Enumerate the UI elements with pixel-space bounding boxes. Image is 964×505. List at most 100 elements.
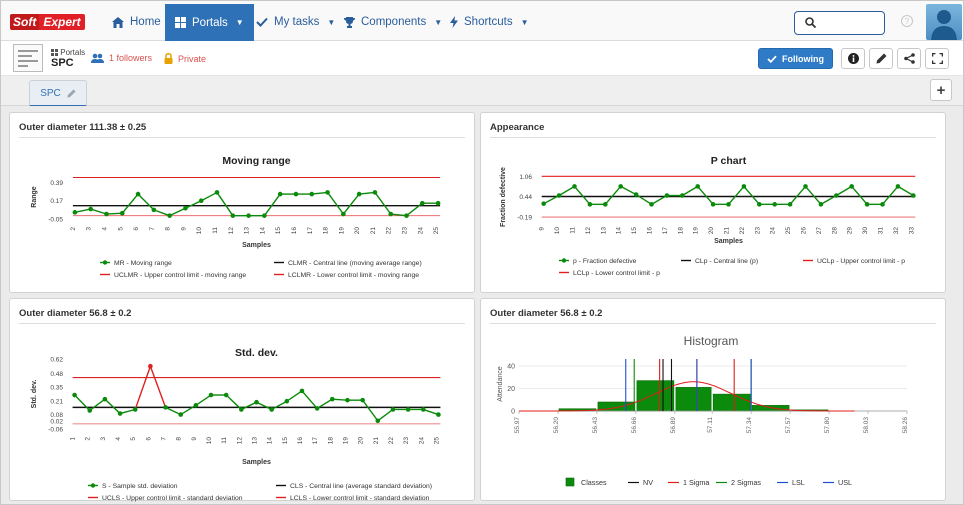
series-segment [169,207,186,217]
pencil-icon [876,53,886,64]
y-axis-label: Attendance [497,366,504,402]
legend-label: LCLp - Lower control limit - p [573,270,660,277]
series-segment [316,398,333,410]
x-tick-label: 3 [86,227,93,231]
series-segment [377,408,394,422]
data-point [314,406,320,411]
legend-label: NV [643,478,653,487]
share-button[interactable] [897,48,921,69]
x-tick-label: 11 [570,227,577,234]
fullscreen-button[interactable] [925,48,949,69]
nav-components[interactable]: Components ▼ [344,4,442,40]
x-tick-label: 5 [130,437,137,441]
data-point [178,412,183,417]
search-input[interactable] [794,11,885,35]
tab-spc[interactable]: SPC [29,80,87,107]
nav-my-tasks[interactable]: My tasks ▼ [256,4,335,40]
data-point [375,418,381,424]
y-tick-label: 0.62 [50,357,63,364]
x-tick-label: 14 [267,437,274,445]
x-tick-label: 22 [388,437,395,445]
series-segment [301,390,318,409]
check-icon [256,17,268,27]
y-tick-label: -0.06 [48,427,63,434]
x-tick-label: 18 [677,227,684,235]
data-point [72,210,78,215]
following-button[interactable]: Following [758,48,833,69]
x-tick-label: 13 [244,227,251,235]
data-point [405,407,411,412]
y-tick-label: -0.05 [48,217,63,224]
data-point [435,200,441,206]
data-point [148,363,153,369]
followers-link[interactable]: 1 followers [91,53,152,63]
x-tick-label: 1 [70,437,77,441]
x-tick-label: 57.34 [746,417,753,434]
series-segment [804,185,822,205]
legend-marker [90,483,96,488]
x-tick-label: 21 [724,227,731,235]
series-segment [271,400,288,411]
nav-home[interactable]: Home [112,4,161,40]
series-segment [134,365,152,410]
info-button[interactable] [841,48,865,69]
x-tick-label: 2 [70,227,77,231]
data-point [345,397,350,403]
data-point [695,184,700,189]
legend-label: p - Fraction defective [573,258,637,265]
user-avatar[interactable] [926,4,962,40]
softexpert-logo[interactable]: Soft Expert [10,13,85,31]
data-point [849,184,854,189]
data-point [404,213,409,218]
x-tick-label: 8 [165,227,172,231]
nav-portals[interactable]: Portals ▼ [165,4,254,41]
divider [490,137,936,138]
series-segment [789,185,807,205]
nav-shortcuts[interactable]: Shortcuts ▼ [450,4,529,40]
series-segment [651,194,668,205]
widget-title: Appearance [490,122,545,133]
data-point [193,403,199,408]
data-point [208,392,214,398]
add-tab-button[interactable]: + [930,79,952,101]
y-axis-label: Fraction defective [500,167,507,227]
series-segment [119,408,136,415]
edit-button[interactable] [869,48,893,69]
data-point [741,184,747,189]
data-point [72,392,77,398]
series-segment [241,401,257,411]
data-point [132,407,138,412]
x-tick-label: 23 [754,227,761,235]
top-navbar: Soft Expert Home Portals ▼ My tasks ▼ Com… [1,1,963,41]
data-point [556,193,562,198]
x-tick-label: 10 [554,227,561,235]
x-tick-label: 6 [133,227,140,231]
x-tick-label: 19 [693,227,700,235]
x-tick-label: 56.89 [670,417,677,434]
x-tick-label: 10 [206,437,213,445]
privacy-status: Private [164,53,206,64]
x-tick-label: 32 [893,227,900,235]
divider [490,323,936,324]
legend-label: Classes [581,478,607,487]
lightning-icon [450,16,458,28]
series-segment [543,194,560,205]
y-tick-label: 0.02 [50,418,63,425]
widget-histogram: Outer diameter 56.8 ± 0.2 Histogram Atten… [480,298,946,501]
x-tick-label: 30 [862,227,869,235]
x-tick-label: 20 [708,227,715,235]
legend-label: 2 Sigmas [731,478,761,487]
data-point [436,412,441,417]
help-icon[interactable]: ? [901,15,913,27]
y-tick-label: 20 [507,386,515,393]
x-tick-label: 26 [801,227,808,235]
expand-icon [931,53,943,64]
pencil-icon[interactable] [67,88,76,98]
data-point [262,213,267,218]
data-point [239,407,244,412]
histogram-bar [675,387,712,412]
x-tick-label: 23 [402,227,409,235]
data-point [284,398,290,404]
x-tick-label: 14 [259,227,266,235]
